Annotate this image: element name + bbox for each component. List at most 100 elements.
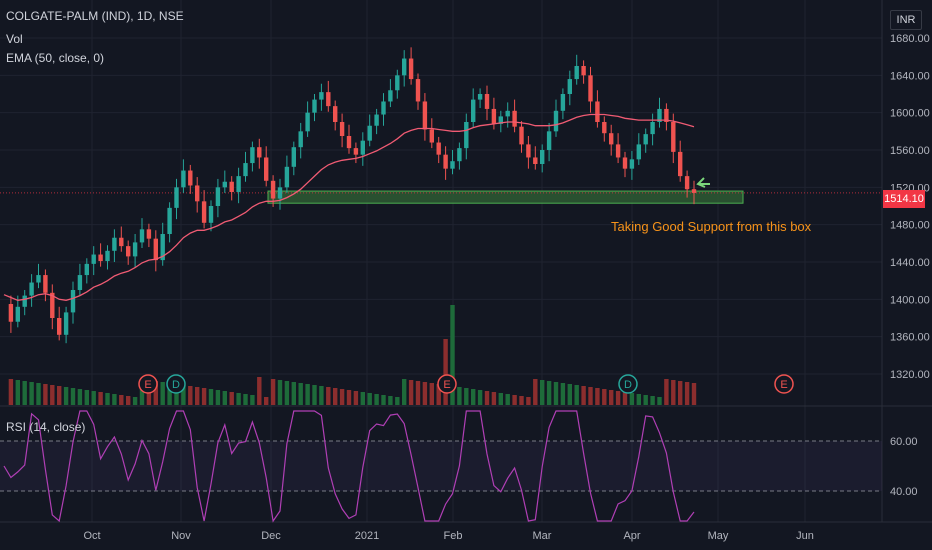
candle-body — [602, 122, 607, 134]
event-marker-label: E — [144, 379, 151, 391]
candle-body — [471, 99, 476, 122]
candle-body — [84, 263, 89, 276]
candle-body — [312, 99, 317, 113]
candle-body — [402, 58, 407, 76]
candle-body — [77, 275, 83, 290]
time-tick-label: Oct — [83, 530, 100, 542]
volume-bar — [395, 397, 400, 405]
ema-line — [3, 113, 695, 301]
volume-bar — [484, 391, 490, 405]
volume-bar — [305, 384, 310, 405]
event-marker-label: D — [172, 379, 180, 391]
candle-body — [622, 157, 628, 169]
volume-bar — [201, 388, 207, 405]
candle-body — [374, 114, 379, 126]
currency-button[interactable]: INR — [890, 10, 922, 30]
candle-body — [519, 126, 524, 145]
price-tick-label: 1600.00 — [890, 108, 930, 120]
candle-body — [215, 187, 221, 206]
arrow-marker — [696, 177, 710, 188]
candle-body — [126, 246, 131, 257]
volume-bar — [540, 380, 545, 405]
candle-body — [457, 148, 462, 162]
volume-bar — [57, 386, 62, 405]
candle-body — [291, 147, 296, 167]
candle-body — [581, 66, 586, 76]
candle-body — [671, 122, 676, 152]
volume-bar — [381, 395, 386, 405]
volume-bar — [29, 382, 34, 405]
candle-body — [588, 75, 593, 102]
candle-body — [388, 90, 393, 102]
candle-body — [188, 170, 193, 186]
volume-bar — [50, 385, 55, 405]
volume-bar — [498, 393, 503, 405]
candle-body — [146, 229, 152, 239]
volume-bar — [602, 389, 607, 405]
price-tick-label: 1320.00 — [890, 369, 930, 381]
volume-bar — [36, 383, 41, 405]
candle-body — [367, 125, 372, 141]
volume-bar — [77, 389, 83, 405]
price-tick-label: 1400.00 — [890, 294, 930, 306]
rsi-band — [0, 441, 882, 491]
candle-body — [574, 66, 579, 80]
volume-bar — [533, 379, 538, 405]
candle-body — [112, 237, 117, 251]
candle-body — [153, 238, 158, 261]
candle-body — [195, 185, 200, 202]
candle-body — [650, 122, 655, 135]
candle-body — [277, 187, 283, 199]
volume-bar — [208, 389, 214, 405]
volume-bar — [84, 390, 89, 405]
volume-legend[interactable]: Vol — [6, 32, 23, 46]
volume-bar — [526, 397, 531, 405]
symbol-title[interactable]: COLGATE-PALM (IND), 1D, NSE — [6, 9, 184, 23]
candle-body — [436, 142, 441, 155]
candle-body — [174, 187, 179, 208]
volume-bar — [588, 387, 593, 405]
ema-legend[interactable]: EMA (50, close, 0) — [6, 51, 105, 65]
candle-body — [250, 147, 255, 164]
volume-bar — [333, 388, 338, 405]
volume-bar — [477, 390, 483, 405]
time-tick-label: Jun — [796, 530, 814, 542]
time-tick-label: Dec — [261, 530, 281, 542]
volume-bar — [222, 391, 227, 405]
volume-bar — [250, 395, 255, 405]
candle-body — [360, 140, 365, 155]
volume-bar — [615, 391, 621, 405]
volume-bar — [326, 387, 331, 405]
candle-body — [526, 144, 531, 158]
volume-bar — [450, 305, 455, 405]
candle-body — [22, 295, 27, 307]
candle-body — [546, 131, 552, 150]
volume-bar — [622, 392, 628, 405]
rsi-legend[interactable]: RSI (14, close) — [6, 420, 86, 434]
volume-bar — [257, 377, 262, 405]
volume-bar — [408, 380, 414, 405]
volume-bar — [8, 379, 14, 405]
time-tick-label: Mar — [533, 530, 552, 542]
volume-bar — [298, 383, 303, 405]
volume-bar — [374, 394, 379, 405]
candle-body — [498, 116, 503, 124]
volume-bar — [153, 381, 158, 405]
candle-body — [119, 237, 124, 247]
candle-body — [636, 144, 641, 160]
volume-bar — [491, 392, 497, 405]
candle-body — [609, 133, 614, 145]
candle-body — [36, 275, 41, 283]
volume-bar — [560, 383, 566, 405]
candle-body — [429, 129, 434, 143]
rsi-line — [3, 410, 695, 523]
candle-body — [339, 122, 345, 136]
candle-body — [333, 106, 338, 122]
event-marker-label: E — [780, 379, 787, 391]
dividend-marker — [618, 374, 638, 394]
support-annotation: Taking Good Support from this box — [611, 219, 812, 234]
candle-body — [139, 229, 145, 243]
dividend-marker — [166, 374, 186, 394]
